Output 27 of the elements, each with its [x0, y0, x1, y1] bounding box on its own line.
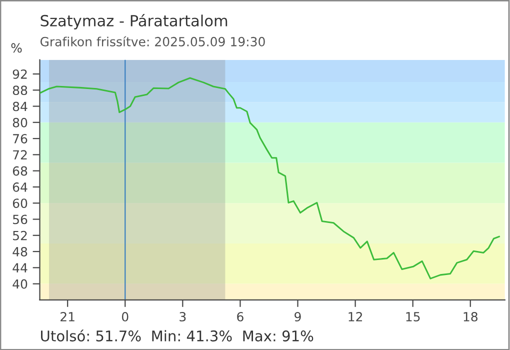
y-tick-label: 76 [13, 134, 28, 144]
chart-subtitle: Grafikon frissítve: 2025.05.09 19:30 [40, 36, 265, 46]
y-tick-label: 68 [12, 166, 28, 176]
y-tick-label: 64 [12, 182, 28, 192]
x-tick-label: 6 [237, 312, 244, 322]
x-tick-label: 21 [60, 312, 74, 322]
text: Utolsó: 51.7% Min: 41.3% Max: 91% [41, 330, 314, 342]
x-tick-label: 3 [180, 312, 186, 322]
y-tick-label: 92 [12, 69, 27, 79]
y-tick-label: 60 [12, 198, 28, 208]
y-tick-label: 40 [12, 279, 28, 289]
y-tick-label: 44 [12, 263, 28, 272]
y-tick-label: 48 [12, 247, 28, 256]
y-tick-label: 84 [12, 102, 28, 112]
y-tick-label: 72 [13, 150, 27, 160]
x-tick-label: 12 [348, 312, 362, 322]
y-tick-label: 80 [12, 118, 28, 128]
x-tick-label: 18 [464, 312, 478, 322]
line-series [40, 77, 500, 280]
chart-title: Szatymaz - Páratartalom [40, 14, 228, 30]
y-axis-title: % [11, 43, 22, 53]
y-tick-label: 88 [12, 86, 28, 96]
x-tick-label: 0 [122, 312, 128, 322]
y-tick-label: 56 [13, 214, 28, 224]
x-tick-label: 9 [294, 312, 301, 322]
x-tick-label: 15 [406, 312, 420, 322]
y-tick-label: 52 [13, 230, 27, 240]
